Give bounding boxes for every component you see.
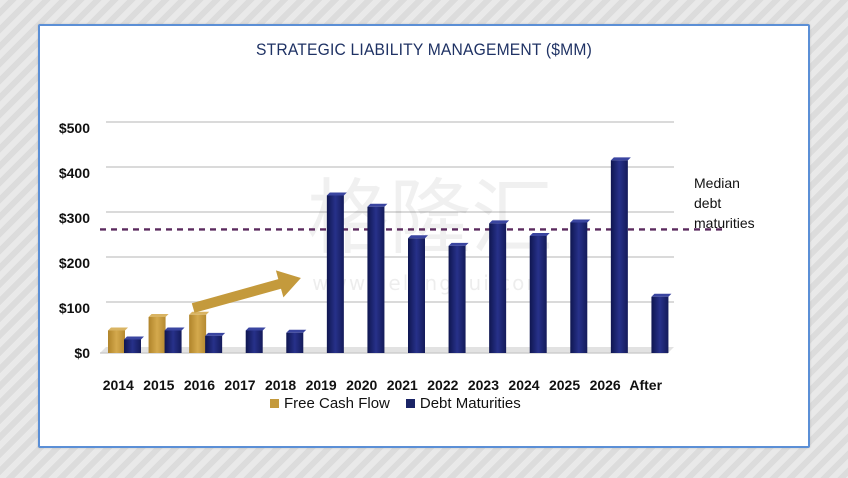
bar-debt-maturities-2023 [489,223,507,353]
x-tick-label: 2022 [427,377,458,393]
bar-debt-maturities-2025 [570,222,588,353]
x-tick-label: 2017 [224,377,255,393]
bar-top-debt-maturities [570,219,591,223]
x-tick-label: 2021 [387,377,418,393]
x-tick-labels: 2014 2015 2016 2017 2018 2019 2020 2021 2022 2023… [103,377,663,393]
legend: Free Cash Flow Debt Maturities [270,395,537,412]
bar-top-debt-maturities [367,203,388,207]
legend-label-free-cash-flow: Free Cash Flow [284,395,390,412]
x-tick-label: After [629,377,662,393]
bar-layer [108,157,672,353]
chart-title: STRATEGIC LIABILITY MANAGEMENT ($MM) [255,40,592,59]
bar-top-debt-maturities [489,220,510,224]
bar-debt-maturities-2022 [448,245,466,353]
grid-layer [100,121,674,354]
bar-top-debt-maturities [245,327,266,331]
bar-debt-maturities-2020 [367,206,385,353]
chart-floor [100,347,674,353]
x-tick-label: 2020 [346,377,377,393]
bar-debt-maturities-after [651,296,669,353]
bar-top-free-cash-flow [108,327,128,331]
x-tick-label: 2025 [549,377,580,393]
x-tick-label: 2015 [143,377,174,393]
y-tick-label: $400 [59,165,90,181]
y-tick-labels: $0 $100 $200 $300 $400 $500 [59,120,90,361]
x-tick-label: 2026 [590,377,621,393]
y-tick-label: $200 [59,255,90,271]
median-label-line-2: debt [694,195,722,211]
x-tick-label: 2023 [468,377,499,393]
annotation-arrow-layer [191,270,301,313]
legend-swatch-free-cash-flow [270,399,279,408]
y-tick-label: $100 [59,300,90,316]
growth-arrow [191,270,301,313]
bar-top-debt-maturities [164,327,185,331]
bar-debt-maturities-2026 [610,160,628,353]
watermark-text: 格隆汇 [307,171,553,266]
bar-top-free-cash-flow [148,314,169,317]
bar-top-debt-maturities [408,235,428,239]
bar-debt-maturities-2014 [124,339,141,353]
bar-top-debt-maturities [205,332,226,336]
bar-debt-maturities-2016 [205,335,223,353]
bar-debt-maturities-2015 [164,330,182,353]
watermark: 格隆汇 www.gelonghui.com [307,171,553,295]
bar-debt-maturities-2018 [286,332,304,353]
bar-debt-maturities-2024 [529,236,547,353]
bar-top-debt-maturities [610,157,631,161]
legend-item-free-cash-flow: Free Cash Flow [270,395,390,412]
watermark-url: www.gelonghui.com [312,271,548,295]
bar-free-cash-flow-2015 [148,317,166,353]
x-tick-label: 2019 [306,377,337,393]
y-tick-label: $300 [59,210,90,226]
bar-top-debt-maturities [529,233,550,236]
bar-top-debt-maturities [448,242,469,246]
median-label-line-3: maturities [694,215,755,231]
bar-top-free-cash-flow [189,311,210,315]
bar-top-debt-maturities [326,192,347,196]
x-tick-label: 2018 [265,377,296,393]
y-tick-label: $500 [59,120,90,136]
bar-free-cash-flow-2014 [108,330,125,353]
x-tick-label: 2014 [103,377,134,393]
x-tick-label: 2024 [508,377,539,393]
bar-debt-maturities-2021 [408,238,425,353]
median-line-label: Median debt maturities [694,173,764,233]
bar-top-debt-maturities [286,329,307,333]
x-tick-label: 2016 [184,377,215,393]
bar-free-cash-flow-2016 [189,314,207,353]
y-tick-label: $0 [74,345,90,361]
legend-swatch-debt-maturities [405,399,415,408]
legend-item-debt-maturities: Debt Maturities [405,395,521,412]
bar-debt-maturities-2017 [245,330,263,353]
median-label-line-1: Median [694,175,740,191]
bar-top-debt-maturities [651,293,672,297]
bar-top-debt-maturities [124,336,144,340]
legend-label-debt-maturities: Debt Maturities [419,395,521,412]
bar-debt-maturities-2019 [326,195,344,353]
